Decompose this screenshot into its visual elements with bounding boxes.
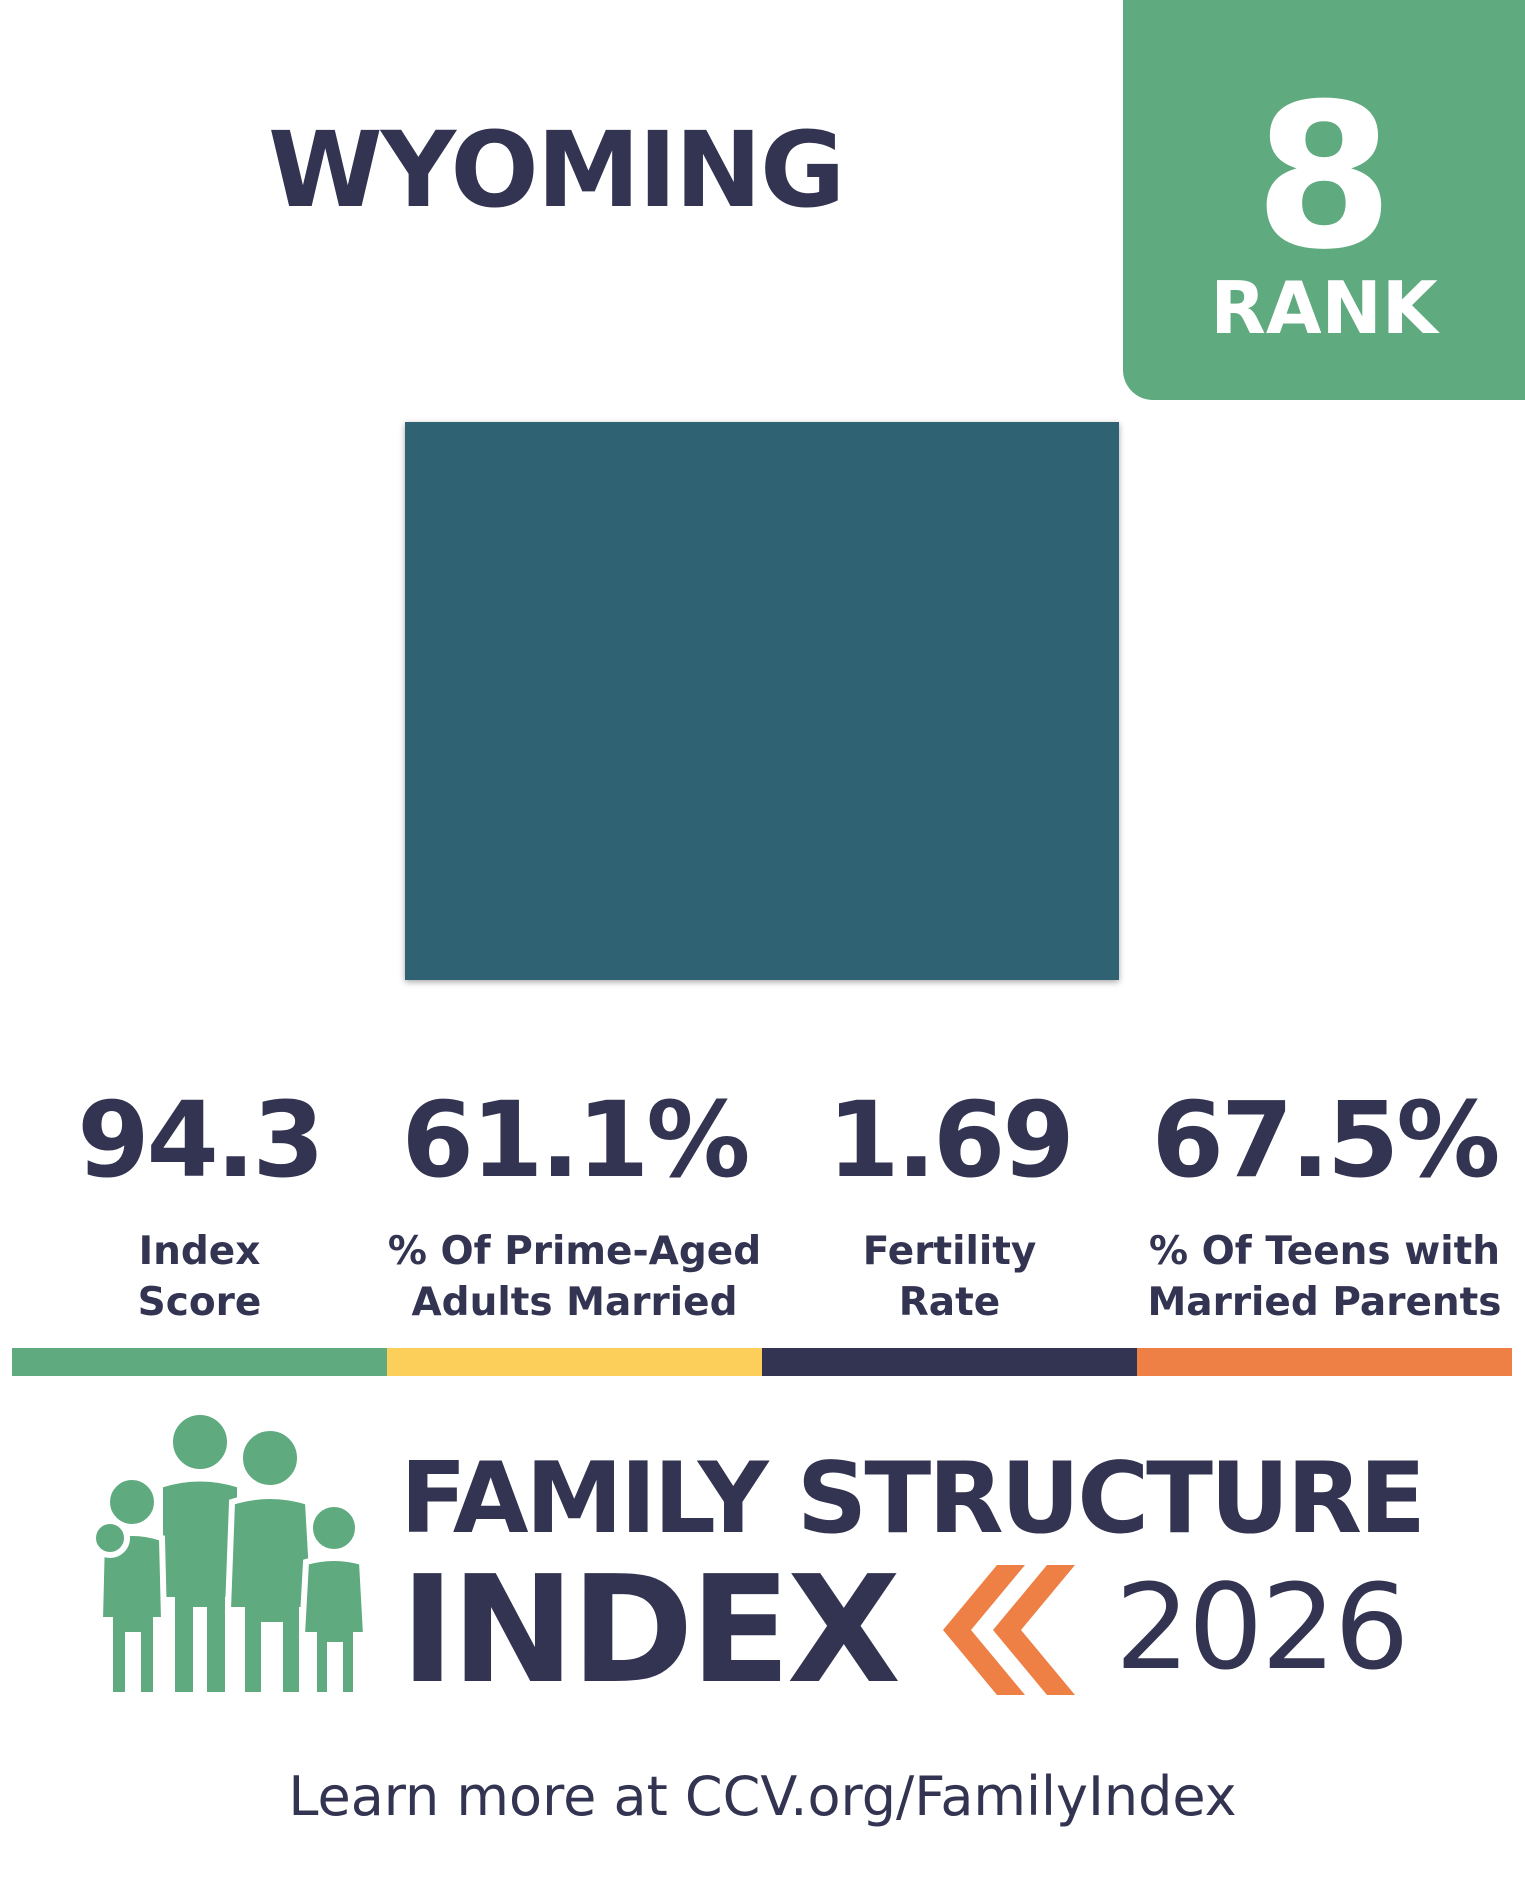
stat-index-score: 94.3 Index Score	[12, 1088, 387, 1329]
stat-value: 67.5%	[1151, 1079, 1501, 1201]
stat-value: 1.69	[827, 1079, 1075, 1201]
stat-label: % Of Prime-Aged Adults Married	[387, 1226, 762, 1329]
color-bar-segment-green	[12, 1348, 387, 1376]
rank-number: 8	[1254, 61, 1394, 294]
footer-link-text[interactable]: Learn more at CCV.org/FamilyIndex	[288, 1765, 1237, 1828]
brand-title-line2: INDEX	[400, 1544, 901, 1716]
double-chevron-icon	[943, 1565, 1075, 1695]
stat-label-line: Adults Married	[411, 1280, 738, 1326]
rank-badge: 8 RANK	[1123, 0, 1525, 400]
stat-label: Index Score	[12, 1226, 387, 1329]
stat-label: % Of Teens with Married Parents	[1137, 1226, 1512, 1329]
stat-adults-married: 61.1% % Of Prime-Aged Adults Married	[387, 1088, 762, 1329]
color-bar	[12, 1348, 1512, 1376]
state-name: WYOMING	[268, 109, 845, 231]
brand-year: 2026	[1115, 1558, 1409, 1696]
color-bar-segment-orange	[1137, 1348, 1512, 1376]
stat-label-line: % Of Teens with	[1148, 1229, 1501, 1274]
stat-label-line: Rate	[898, 1280, 1001, 1326]
stat-fertility-rate: 1.69 Fertility Rate	[762, 1088, 1137, 1329]
stat-label-line: Fertility	[862, 1229, 1037, 1274]
stat-label-line: Married Parents	[1147, 1280, 1502, 1326]
stat-value: 94.3	[77, 1079, 325, 1201]
stats-row: 94.3 Index Score 61.1% % Of Prime-Aged A…	[12, 1088, 1512, 1328]
color-bar-segment-navy	[762, 1348, 1137, 1376]
stat-teens-married-parents: 67.5% % Of Teens with Married Parents	[1137, 1088, 1512, 1329]
stat-label-line: % Of Prime-Aged	[387, 1229, 762, 1274]
color-bar-segment-yellow	[387, 1348, 762, 1376]
family-icon	[90, 1410, 370, 1698]
state-map-shape	[405, 422, 1119, 980]
rank-label: RANK	[1210, 266, 1438, 350]
stat-value: 61.1%	[401, 1079, 751, 1201]
stat-label-line: Index	[138, 1229, 261, 1274]
stat-label: Fertility Rate	[762, 1226, 1137, 1329]
stat-label-line: Score	[137, 1280, 262, 1326]
brand-title-line1: FAMILY STRUCTURE	[400, 1442, 1426, 1556]
